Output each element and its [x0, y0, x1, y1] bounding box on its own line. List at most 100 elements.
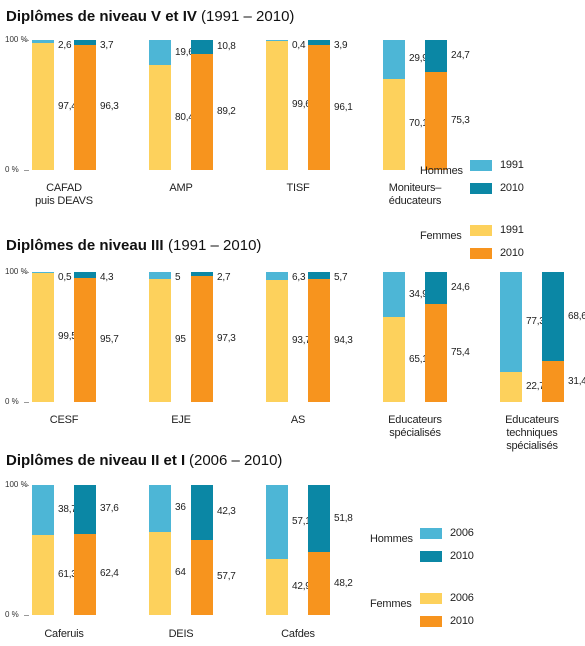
value-label: 42,9 — [292, 581, 311, 593]
legend-group: Femmes — [370, 598, 412, 610]
legend-swatch — [470, 225, 492, 236]
legend-label: 2010 — [450, 615, 474, 627]
value-label: 75,4 — [451, 346, 470, 358]
value-label: 24,6 — [451, 281, 470, 293]
bar-segment — [308, 40, 330, 46]
y-tick — [24, 402, 29, 403]
bar-segment — [266, 272, 288, 281]
x-tick-label: CAFAD puis DEAVS — [35, 182, 93, 207]
value-label: 51,8 — [334, 512, 353, 524]
chart-title: Diplômes de niveau II et I — [6, 452, 186, 469]
bar-segment — [149, 272, 171, 279]
value-label: 57,1 — [292, 516, 311, 528]
bar-segment — [32, 40, 54, 44]
value-label: 2,7 — [217, 272, 231, 283]
value-label: 64 — [175, 567, 186, 579]
bar-segment — [542, 272, 564, 362]
bar-segment — [308, 45, 330, 170]
value-label: 65,1 — [409, 353, 428, 365]
value-label: 31,4 — [568, 375, 585, 387]
value-label: 93,7 — [292, 335, 311, 347]
value-label: 62,4 — [100, 568, 119, 580]
legend-group: Hommes — [420, 165, 463, 177]
bar-segment — [308, 485, 330, 553]
x-tick-label: DEIS — [168, 628, 194, 640]
bar-segment — [74, 272, 96, 278]
value-label: 37,6 — [100, 503, 119, 515]
bar-segment — [149, 278, 171, 402]
value-label: 3,9 — [334, 40, 348, 51]
legend-swatch — [420, 551, 442, 562]
y-tick — [24, 615, 29, 616]
value-label: 57,7 — [217, 571, 236, 583]
x-tick-label: Caferuis — [44, 628, 84, 640]
chart-title: Diplômes de niveau V et IV — [6, 8, 197, 25]
bar-segment — [32, 272, 54, 402]
y-tick-label: 100 % — [5, 480, 28, 489]
bar-segment — [500, 272, 522, 373]
legend-group: Femmes — [420, 230, 462, 242]
value-label: 5 — [175, 272, 181, 283]
bar-segment — [383, 272, 405, 318]
y-tick-label: 100 % — [5, 267, 28, 276]
bar-segment — [74, 44, 96, 170]
bar-segment — [266, 40, 288, 41]
bar-segment — [266, 280, 288, 402]
value-label: 95 — [175, 334, 186, 346]
value-label: 94,3 — [334, 334, 353, 346]
chart-period: (1991 – 2010) — [201, 8, 295, 25]
bar-segment — [383, 40, 405, 79]
bar-segment — [308, 272, 330, 280]
value-label: 61,3 — [58, 569, 77, 581]
bar-segment — [149, 485, 171, 532]
value-label: 3,7 — [100, 40, 114, 51]
value-label: 38,7 — [58, 504, 77, 516]
bar-segment — [191, 275, 213, 402]
bar-segment — [191, 272, 213, 276]
x-tick-label: AS — [290, 414, 306, 426]
value-label: 96,3 — [100, 101, 119, 113]
bar-segment — [383, 317, 405, 402]
value-label: 70,1 — [409, 118, 428, 130]
bar-segment — [191, 539, 213, 615]
legend-swatch — [470, 183, 492, 194]
y-tick — [24, 40, 29, 41]
legend-label: 2010 — [500, 247, 524, 259]
value-label: 2,6 — [58, 40, 72, 51]
legend-group: Hommes — [370, 533, 413, 545]
value-label: 80,4 — [175, 111, 194, 123]
legend-swatch — [420, 593, 442, 604]
bar-segment — [425, 303, 447, 402]
chart-period: (2006 – 2010) — [189, 452, 283, 469]
bar-segment — [500, 372, 522, 402]
value-label: 4,3 — [100, 272, 114, 283]
y-tick-label: 0 % — [5, 610, 19, 619]
x-tick-label: Cafdes — [281, 628, 315, 640]
y-tick — [24, 170, 29, 171]
value-label: 77,3 — [526, 316, 545, 328]
bar-segment — [32, 272, 54, 273]
bar-segment — [308, 552, 330, 615]
value-label: 0,5 — [58, 272, 72, 283]
value-label: 0,4 — [292, 40, 306, 51]
bar-segment — [32, 43, 54, 170]
bar-segment — [32, 535, 54, 615]
legend-swatch — [420, 616, 442, 627]
y-tick-label: 0 % — [5, 165, 19, 174]
value-label: 34,9 — [409, 288, 428, 300]
value-label: 24,7 — [451, 50, 470, 62]
legend-swatch — [470, 248, 492, 259]
value-label: 42,3 — [217, 506, 236, 518]
value-label: 68,6 — [568, 310, 585, 322]
value-label: 75,3 — [451, 115, 470, 127]
value-label: 99,5 — [58, 331, 77, 343]
bar-segment — [425, 40, 447, 73]
bar-segment — [425, 272, 447, 304]
bar-segment — [191, 54, 213, 170]
bar-segment — [308, 279, 330, 402]
x-tick-label: EJE — [171, 414, 191, 426]
legend-label: 2006 — [450, 527, 474, 539]
value-label: 22,7 — [526, 381, 545, 393]
value-label: 19,6 — [175, 46, 194, 58]
bar-segment — [74, 533, 96, 615]
